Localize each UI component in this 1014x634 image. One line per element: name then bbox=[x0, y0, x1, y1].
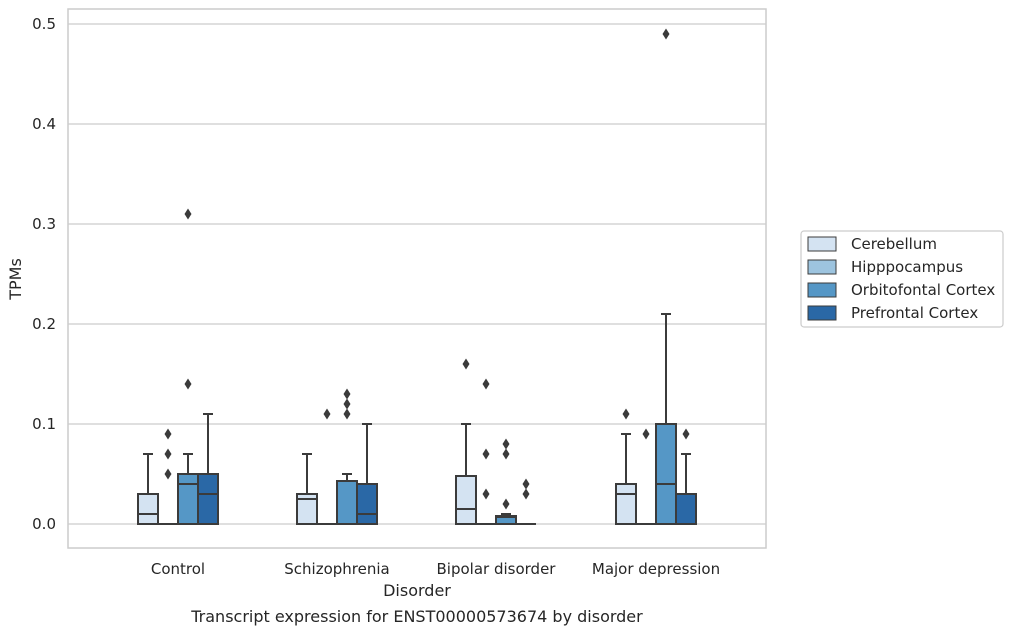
y-tick-label: 0.4 bbox=[32, 115, 56, 133]
box-iqr bbox=[296, 493, 318, 525]
outlier-point bbox=[502, 498, 510, 510]
outlier-point bbox=[642, 428, 650, 440]
outlier-point bbox=[184, 378, 192, 390]
box-element bbox=[137, 453, 159, 525]
outlier-point bbox=[482, 488, 490, 500]
box-iqr bbox=[137, 493, 159, 525]
legend-label: Orbitofontal Cortex bbox=[851, 281, 995, 299]
legend-entry: Prefrontal Cortex bbox=[807, 304, 978, 322]
box-iqr bbox=[336, 480, 358, 525]
outlier-point bbox=[164, 448, 172, 460]
series-hipppocampus bbox=[158, 378, 656, 525]
outlier-point bbox=[522, 488, 530, 500]
y-tick-label: 0.1 bbox=[32, 415, 56, 433]
outlier-point bbox=[622, 408, 630, 420]
box-iqr bbox=[455, 475, 477, 525]
outlier-point bbox=[164, 428, 172, 440]
box-iqr bbox=[197, 473, 219, 525]
legend-entry: Hipppocampus bbox=[807, 258, 963, 276]
y-tick-label: 0.0 bbox=[32, 515, 56, 533]
outlier-point bbox=[682, 428, 690, 440]
x-tick-label: Control bbox=[151, 560, 205, 578]
x-tick-labels: Control Schizophrenia Bipolar disorder Majo… bbox=[151, 560, 720, 578]
y-tick-labels: 0.0 0.1 0.2 0.3 0.4 0.5 bbox=[32, 15, 56, 533]
box-element bbox=[675, 428, 697, 525]
legend-entry: Cerebellum bbox=[807, 235, 937, 253]
outlier-point bbox=[164, 468, 172, 480]
box-element bbox=[636, 428, 656, 525]
series-cerebellum bbox=[137, 358, 637, 525]
box-element bbox=[455, 358, 477, 525]
outlier-point bbox=[662, 28, 670, 40]
legend-entry: Orbitofontal Cortex bbox=[807, 281, 995, 299]
y-tick-label: 0.2 bbox=[32, 315, 56, 333]
legend-swatch bbox=[807, 305, 837, 321]
box-iqr bbox=[177, 473, 199, 525]
series-prefrontal-cortex bbox=[197, 413, 697, 525]
outlier-point bbox=[343, 398, 351, 410]
outlier-point bbox=[502, 448, 510, 460]
box-element bbox=[516, 478, 536, 525]
legend-swatch bbox=[807, 236, 837, 252]
outlier-point bbox=[343, 388, 351, 400]
outlier-point bbox=[482, 448, 490, 460]
outlier-point bbox=[522, 478, 530, 490]
box-iqr bbox=[675, 493, 697, 525]
legend-swatch bbox=[807, 259, 837, 275]
outlier-point bbox=[323, 408, 331, 420]
legend: Cerebellum Hipppocampus Orbitofontal Corte… bbox=[800, 230, 1004, 328]
box-element bbox=[317, 408, 337, 525]
x-tick-label: Bipolar disorder bbox=[437, 560, 557, 578]
legend-frame bbox=[800, 230, 1004, 328]
outlier-point bbox=[482, 378, 490, 390]
box-element bbox=[158, 428, 178, 525]
legend-label: Hipppocampus bbox=[851, 258, 963, 276]
legend-label: Cerebellum bbox=[851, 235, 937, 253]
box-element bbox=[356, 423, 378, 525]
box-element bbox=[615, 408, 637, 525]
box-element bbox=[296, 453, 318, 525]
box-element bbox=[476, 378, 496, 525]
box-element bbox=[495, 438, 517, 525]
plot-frame bbox=[67, 8, 767, 549]
y-tick-label: 0.5 bbox=[32, 15, 56, 33]
y-tick-label: 0.3 bbox=[32, 215, 56, 233]
outlier-point bbox=[343, 408, 351, 420]
box-element bbox=[197, 413, 219, 525]
x-axis-label: Disorder bbox=[383, 581, 451, 600]
x-tick-label: Major depression bbox=[592, 560, 720, 578]
outlier-point bbox=[502, 438, 510, 450]
box-iqr bbox=[615, 483, 637, 525]
box-series bbox=[137, 28, 697, 525]
box-element bbox=[655, 28, 677, 525]
outlier-point bbox=[462, 358, 470, 370]
y-axis-label: TPMs bbox=[6, 258, 25, 301]
outlier-point bbox=[184, 208, 192, 220]
chart-caption: Transcript expression for ENST0000057367… bbox=[190, 607, 643, 626]
box-iqr bbox=[356, 483, 378, 525]
x-tick-label: Schizophrenia bbox=[284, 560, 389, 578]
legend-swatch bbox=[807, 282, 837, 298]
legend-label: Prefrontal Cortex bbox=[851, 304, 978, 322]
box-iqr bbox=[655, 423, 677, 525]
